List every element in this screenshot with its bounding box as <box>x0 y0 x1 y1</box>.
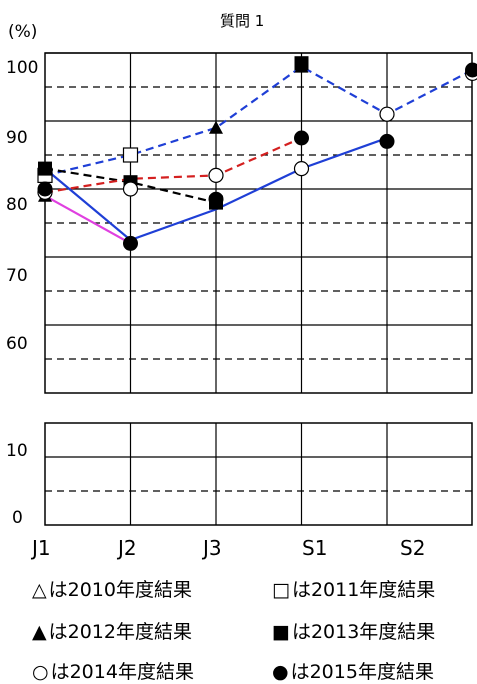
chart-title: 質問 1 <box>220 12 265 30</box>
data-point-circle-open <box>208 167 224 183</box>
legend-2013: ■ は2013年度結果 <box>272 617 435 644</box>
data-point-triangle-filled <box>209 120 223 134</box>
y-tick-90: 90 <box>6 128 28 148</box>
legend-2012-symbol: ▲ <box>32 621 47 643</box>
legend-2012-label: は2012年度結果 <box>48 621 192 643</box>
data-point-circle-open <box>379 106 395 122</box>
legend-2010-symbol: △ <box>32 579 47 601</box>
data-point-circle-filled <box>294 130 309 146</box>
data-point-circle-filled <box>379 133 395 149</box>
y-tick-100: 100 <box>6 58 39 78</box>
y-tick-0: 0 <box>12 508 23 528</box>
x-tick-j1: J1 <box>32 536 51 560</box>
x-tick-s2: S2 <box>400 536 426 560</box>
series-line <box>44 65 474 177</box>
legend-2012: ▲ は2012年度結果 <box>32 617 192 644</box>
series-line <box>44 167 217 204</box>
legend-2013-label: は2013年度結果 <box>291 621 436 643</box>
data-point-circle-open <box>122 181 139 197</box>
data-point-square-filled <box>38 161 52 176</box>
legend-2015-label: は2015年度結果 <box>290 661 434 683</box>
x-tick-s1: S1 <box>302 536 328 560</box>
data-point-circle-filled <box>208 191 224 207</box>
data-point-circle-open <box>293 161 310 177</box>
data-point-circle-filled <box>37 181 53 197</box>
legend-2014: ○ は2014年度結果 <box>32 657 194 684</box>
y-tick-70: 70 <box>6 266 28 286</box>
data-point-square-open <box>122 147 139 163</box>
series-line <box>44 194 132 245</box>
legend-2010-label: は2010年度結果 <box>48 579 192 601</box>
legend-2014-symbol: ○ <box>32 661 49 683</box>
legend-2014-label: は2014年度結果 <box>50 661 194 683</box>
legend-2011-symbol: □ <box>272 579 290 601</box>
data-point-circle-filled <box>465 62 477 78</box>
y-tick-10: 10 <box>6 441 28 461</box>
data-point-circle-filled <box>123 235 138 251</box>
x-tick-j3: J3 <box>203 536 222 560</box>
legend-2011-label: は2011年度結果 <box>291 579 436 601</box>
data-point-square-filled <box>294 56 309 71</box>
series-line <box>44 136 302 194</box>
x-tick-j2: J2 <box>118 536 137 560</box>
y-tick-80: 80 <box>6 195 28 215</box>
legend-2011: □ は2011年度結果 <box>272 575 435 602</box>
legend-2015: ● は2015年度結果 <box>272 657 434 684</box>
legend-2015-symbol: ● <box>272 661 289 683</box>
y-tick-60: 60 <box>6 334 28 354</box>
legend-2010: △ は2010年度結果 <box>32 575 192 602</box>
lower-plot-frame <box>44 422 473 526</box>
legend-2013-symbol: ■ <box>272 621 290 643</box>
y-axis-unit: (%) <box>8 22 38 42</box>
